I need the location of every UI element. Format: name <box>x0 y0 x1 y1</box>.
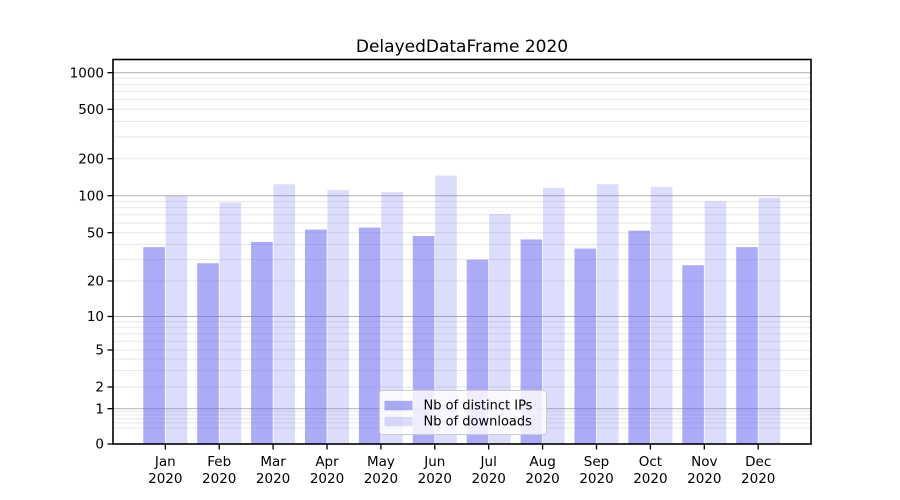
x-tick-label-year: 2020 <box>364 471 398 487</box>
bar-downloads <box>758 197 781 444</box>
y-tick-label: 100 <box>78 188 104 204</box>
plot-frame <box>112 58 812 445</box>
legend-swatch <box>384 416 413 427</box>
bar-distinct-ips <box>305 229 327 444</box>
bar-distinct-ips <box>251 241 273 444</box>
x-tick-label-month: Nov <box>691 454 717 470</box>
y-tick-label: 1000 <box>70 65 104 81</box>
legend-label: Nb of distinct IPs <box>424 399 533 414</box>
bar-downloads <box>704 201 727 444</box>
x-tick-label-year: 2020 <box>472 471 506 487</box>
x-tick-label-month: Apr <box>315 454 339 470</box>
y-tick-label: 0 <box>95 437 104 453</box>
x-tick-label-year: 2020 <box>418 471 452 487</box>
axis-ticks <box>107 72 759 450</box>
y-tick-label: 5 <box>95 343 104 359</box>
bar-downloads <box>596 184 619 445</box>
bar-distinct-ips <box>682 265 704 444</box>
bar-downloads <box>650 186 673 445</box>
axis-tick-labels: 01251020501002005001000Jan2020Feb2020Mar… <box>70 65 776 487</box>
y-tick-label: 10 <box>87 309 104 325</box>
x-tick-label-year: 2020 <box>202 471 236 487</box>
x-tick-label-month: Jan <box>154 454 176 470</box>
x-tick-label-month: Aug <box>529 454 555 470</box>
bar-downloads <box>543 187 565 444</box>
y-tick-label: 20 <box>87 274 104 290</box>
y-tick-label: 1 <box>95 401 104 417</box>
x-tick-label-month: Mar <box>260 454 286 470</box>
legend-swatch <box>384 400 413 411</box>
bar-downloads <box>435 175 457 444</box>
x-tick-label-year: 2020 <box>525 471 559 487</box>
bar-distinct-ips <box>358 227 381 444</box>
x-tick-label-month: Sep <box>584 454 609 470</box>
bar-downloads <box>219 202 242 444</box>
x-tick-label-year: 2020 <box>310 471 344 487</box>
y-tick-label: 200 <box>78 151 104 167</box>
bar-distinct-ips <box>628 230 650 444</box>
x-tick-label-month: Jul <box>480 454 497 470</box>
x-tick-label-year: 2020 <box>579 471 613 487</box>
bar-downloads <box>327 190 349 444</box>
x-tick-label-month: Jun <box>423 454 445 470</box>
chart-title: DelayedDataFrame 2020 <box>356 37 568 57</box>
bars <box>143 175 781 445</box>
x-tick-label-year: 2020 <box>687 471 721 487</box>
x-tick-label-month: Oct <box>639 454 662 470</box>
bar-distinct-ips <box>143 247 165 444</box>
x-tick-label-year: 2020 <box>741 471 775 487</box>
y-tick-label: 500 <box>78 102 104 118</box>
bar-downloads <box>165 196 188 444</box>
y-tick-label: 2 <box>95 380 104 396</box>
x-tick-label-year: 2020 <box>633 471 667 487</box>
legend-box <box>379 390 547 435</box>
legend-label: Nb of downloads <box>424 415 533 430</box>
bar-distinct-ips <box>197 263 219 444</box>
x-tick-label-year: 2020 <box>256 471 290 487</box>
bar-distinct-ips <box>574 248 597 444</box>
x-tick-label-month: Dec <box>745 454 771 470</box>
bar-distinct-ips <box>736 247 758 444</box>
x-tick-label-month: May <box>367 454 395 470</box>
bar-downloads <box>489 213 511 444</box>
x-tick-label-year: 2020 <box>148 471 182 487</box>
bar-downloads <box>273 184 296 445</box>
bar-downloads <box>381 192 403 444</box>
y-tick-label: 50 <box>87 225 104 241</box>
x-tick-label-month: Feb <box>207 454 231 470</box>
